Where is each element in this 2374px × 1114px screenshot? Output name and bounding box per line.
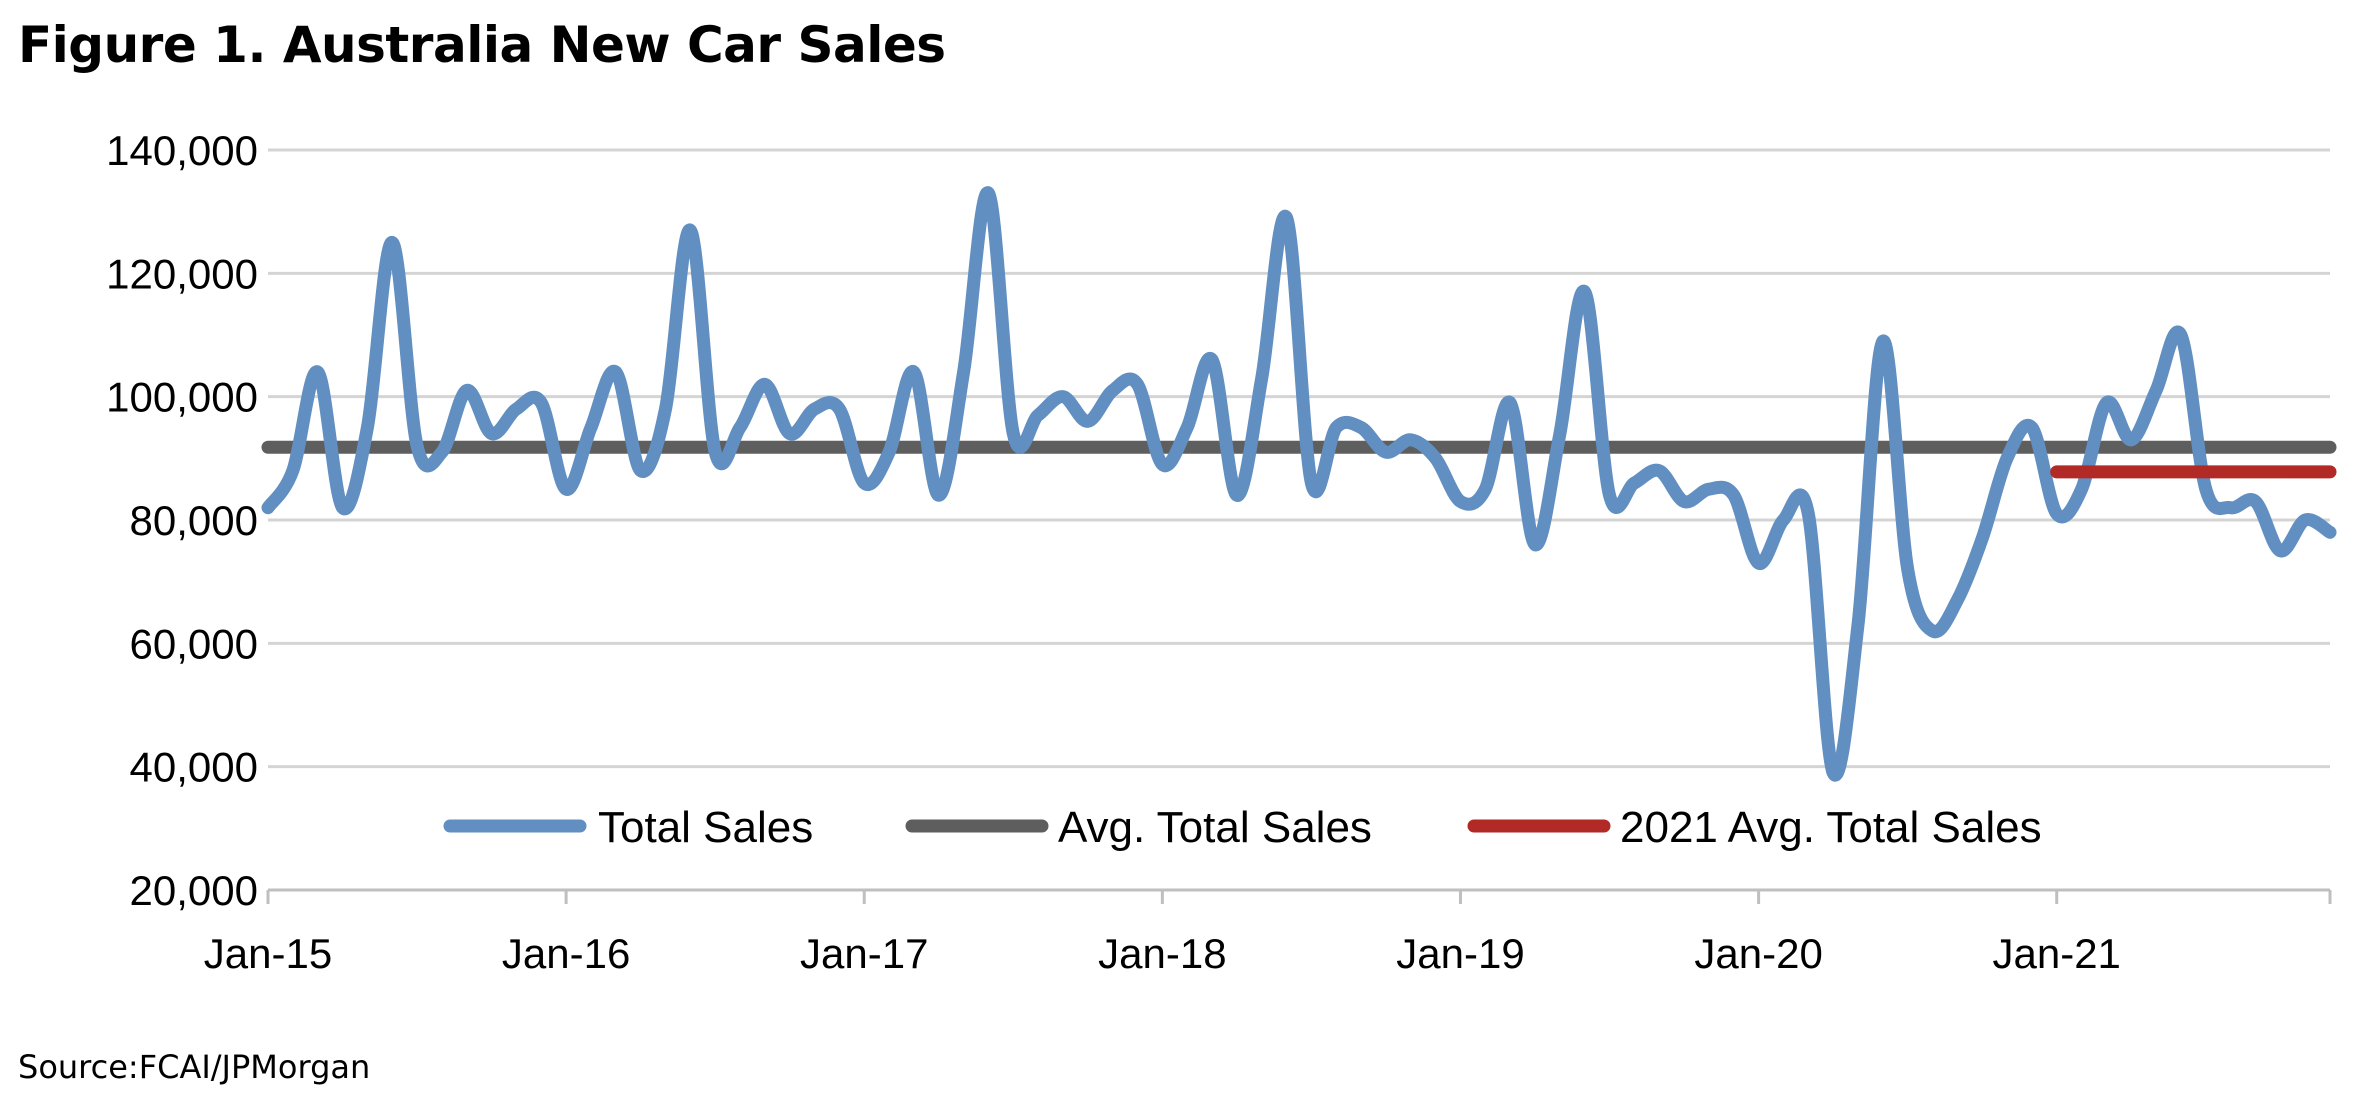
x-tick-label: Jan-15 bbox=[204, 930, 332, 977]
y-tick-label: 140,000 bbox=[106, 127, 258, 174]
x-axis bbox=[266, 888, 2332, 904]
x-tick-label: Jan-18 bbox=[1098, 930, 1226, 977]
x-tick-label: Jan-19 bbox=[1396, 930, 1524, 977]
legend-label: Avg. Total Sales bbox=[1058, 803, 1372, 852]
y-tick-label: 40,000 bbox=[130, 744, 258, 791]
legend: Total Sales Avg. Total Sales 2021 Avg. Tot… bbox=[443, 803, 2042, 852]
y-axis-tick-labels: 20,000 40,000 60,000 80,000 100,000 120,000 14… bbox=[106, 127, 258, 914]
series-total-sales bbox=[261, 186, 2337, 782]
x-axis-tick-labels: Jan-15 Jan-16 Jan-17 Jan-18 Jan-19 Jan-20 Jan-… bbox=[204, 930, 2121, 977]
y-tick-label: 100,000 bbox=[106, 374, 258, 421]
y-tick-label: 20,000 bbox=[130, 867, 258, 914]
x-tick-label: Jan-20 bbox=[1694, 930, 1822, 977]
x-tick-label: Jan-16 bbox=[502, 930, 630, 977]
source-note: Source:FCAI/JPMorgan bbox=[18, 1048, 371, 1086]
chart-title: Figure 1. Australia New Car Sales bbox=[18, 16, 946, 74]
x-tick-label: Jan-17 bbox=[800, 930, 928, 977]
line-chart: 20,000 40,000 60,000 80,000 100,000 120,000 14… bbox=[106, 127, 2337, 977]
y-tick-label: 80,000 bbox=[130, 497, 258, 544]
x-tick-label: Jan-21 bbox=[1993, 930, 2121, 977]
legend-label: Total Sales bbox=[598, 803, 813, 852]
y-tick-label: 120,000 bbox=[106, 250, 258, 297]
y-tick-label: 60,000 bbox=[130, 620, 258, 667]
series-lines bbox=[261, 186, 2337, 782]
legend-label: 2021 Avg. Total Sales bbox=[1620, 803, 2042, 852]
